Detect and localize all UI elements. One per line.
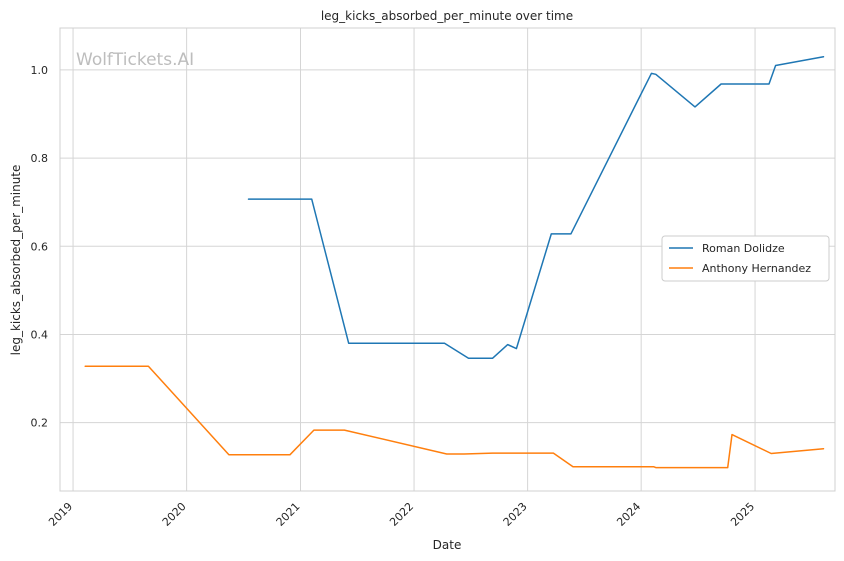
x-tick-label: 2025 [728, 500, 757, 529]
x-tick-label: 2023 [501, 500, 530, 529]
y-tick-label: 0.4 [31, 328, 49, 341]
x-tick-label: 2021 [274, 500, 303, 529]
series-line-anthony-hernandez [84, 365, 825, 469]
x-tick-label: 2024 [614, 500, 643, 529]
y-tick-label: 0.8 [31, 152, 49, 165]
series-lines [84, 55, 825, 469]
x-tick-labels: 2019 2020 2021 2022 2023 2024 2025 [46, 500, 757, 529]
x-tick-label: 2022 [387, 500, 416, 529]
x-tick-label: 2019 [46, 500, 75, 529]
y-axis-title: leg_kicks_absorbed_per_minute [9, 165, 23, 356]
x-axis-title: Date [433, 538, 462, 552]
legend-box [661, 235, 830, 282]
y-tick-label: 0.6 [31, 240, 49, 253]
y-tick-labels: 0.2 0.4 0.6 0.8 1.0 [31, 64, 49, 430]
series-line-roman-dolidze [247, 55, 825, 360]
legend-label-anthony-hernandez: Anthony Hernandez [702, 262, 811, 275]
x-tick-label: 2020 [160, 500, 189, 529]
y-tick-label: 1.0 [31, 64, 49, 77]
legend: Roman Dolidze Anthony Hernandez [661, 235, 830, 282]
plot-frame [59, 27, 836, 492]
chart-title: leg_kicks_absorbed_per_minute over time [321, 9, 573, 23]
legend-label-roman-dolidze: Roman Dolidze [702, 242, 785, 255]
watermark: WolfTickets.AI [76, 50, 194, 70]
y-tick-label: 0.2 [31, 417, 49, 430]
